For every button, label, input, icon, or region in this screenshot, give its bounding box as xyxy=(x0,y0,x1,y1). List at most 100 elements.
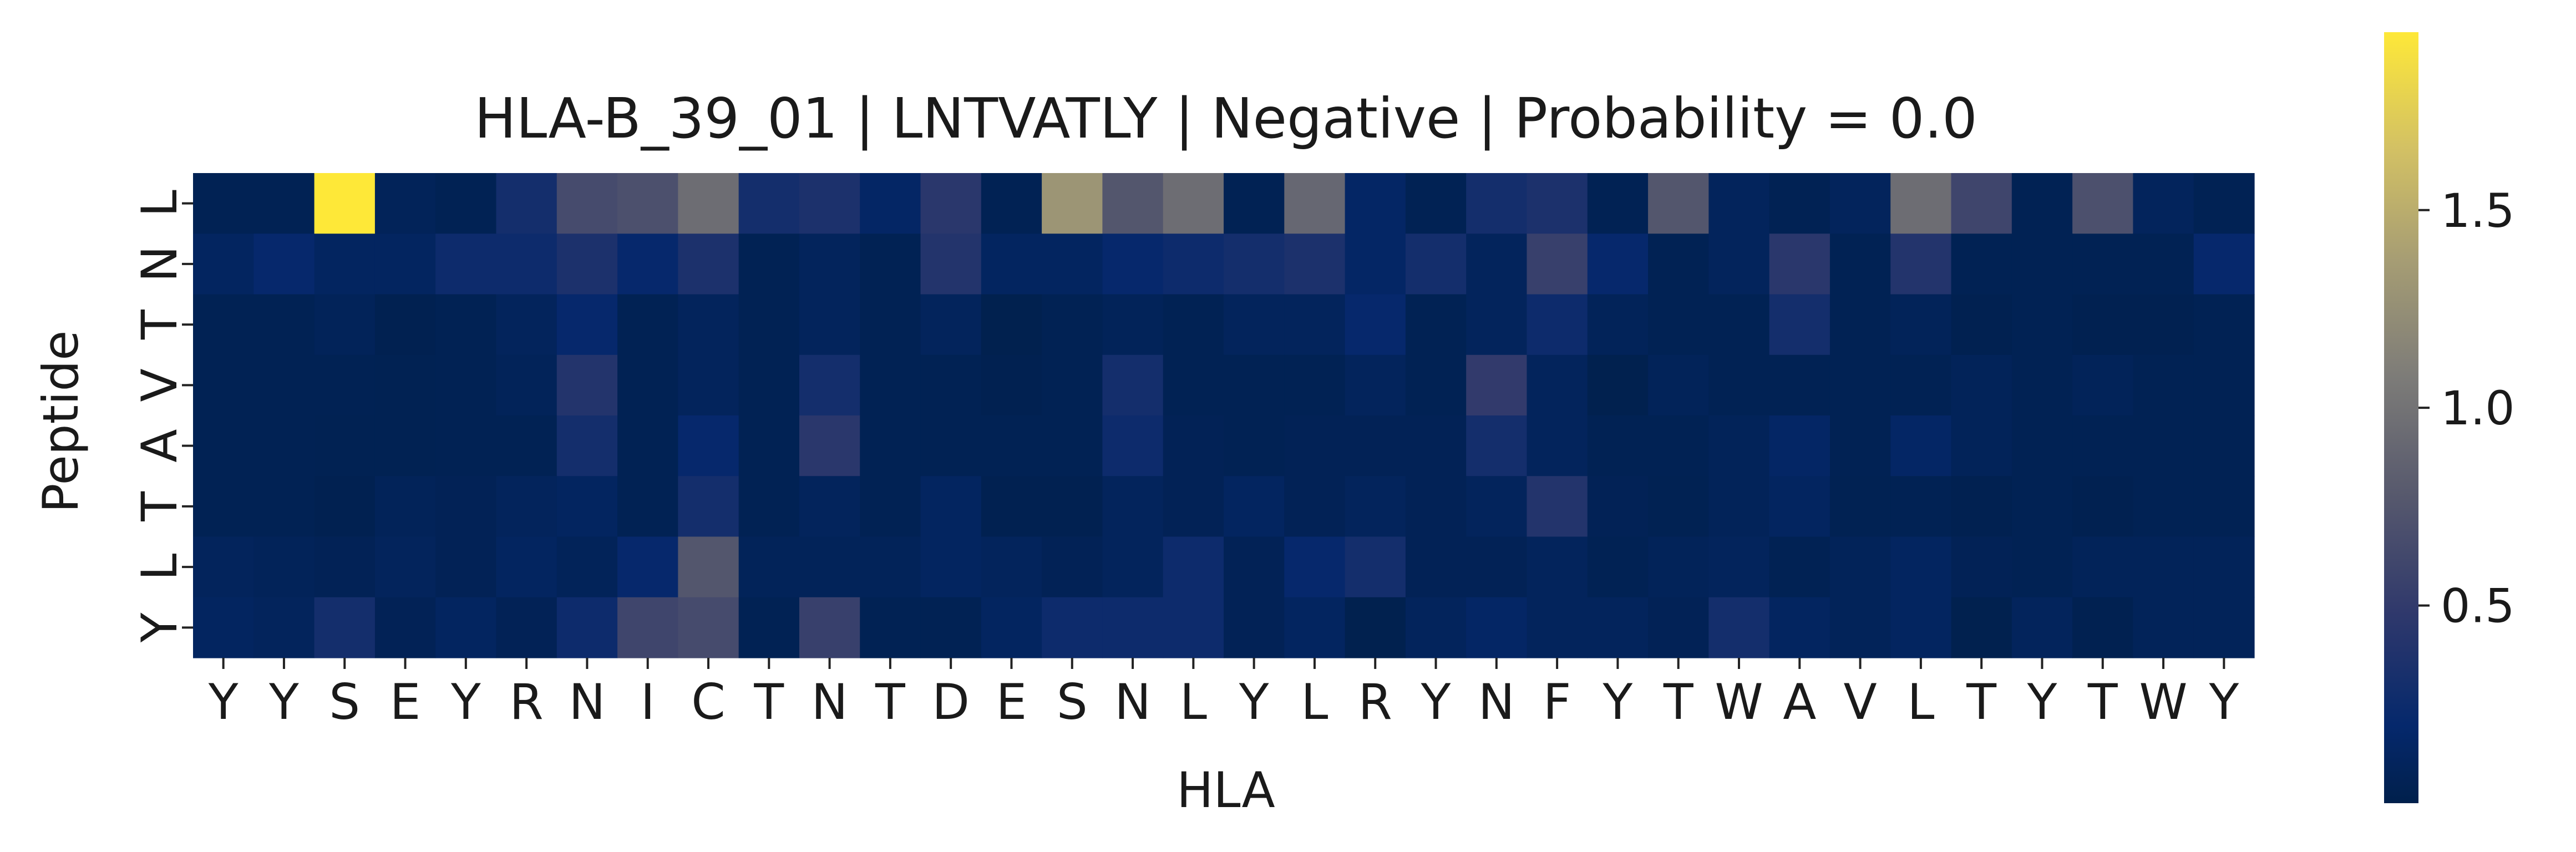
heatmap-cell xyxy=(1466,294,1528,356)
heatmap-cell xyxy=(1102,476,1164,537)
heatmap-cell xyxy=(1829,354,1891,416)
heatmap-cell xyxy=(1163,354,1224,416)
heatmap-cell xyxy=(253,173,315,234)
heatmap-cell xyxy=(1527,536,1588,598)
heatmap-cell xyxy=(981,173,1042,234)
heatmap-cell xyxy=(1405,173,1467,234)
heatmap-cell xyxy=(1769,415,1830,476)
heatmap-cell xyxy=(1587,536,1649,598)
heatmap-cell xyxy=(1890,536,1952,598)
heatmap-cell xyxy=(738,415,800,476)
heatmap-cell xyxy=(1163,415,1224,476)
y-tick-label: T xyxy=(131,309,188,340)
heatmap-cell xyxy=(2133,294,2194,356)
heatmap-cell xyxy=(1648,476,1709,537)
heatmap-cell xyxy=(1102,234,1164,295)
heatmap-cell xyxy=(2193,476,2255,537)
heatmap-cell xyxy=(496,415,557,476)
heatmap-cell xyxy=(678,354,739,416)
heatmap-cell xyxy=(1648,294,1709,356)
heatmap-cell xyxy=(1648,536,1709,598)
heatmap-cell xyxy=(1042,536,1103,598)
colorbar xyxy=(2384,32,2418,803)
heatmap-cell xyxy=(1648,415,1709,476)
y-axis-label: Peptide xyxy=(32,331,89,513)
heatmap-cell xyxy=(2011,536,2073,598)
heatmap-cell xyxy=(1405,234,1467,295)
heatmap-cell xyxy=(860,354,921,416)
heatmap-cell xyxy=(1466,354,1528,416)
heatmap-cell xyxy=(1224,536,1285,598)
heatmap-cell xyxy=(1951,354,2012,416)
x-tick-label: V xyxy=(1843,673,1877,731)
heatmap-cell xyxy=(1405,476,1467,537)
x-tick-label: N xyxy=(1114,673,1151,731)
heatmap-cell xyxy=(1163,294,1224,356)
heatmap-cell xyxy=(1466,173,1528,234)
heatmap-cell xyxy=(799,597,860,658)
heatmap-cell xyxy=(617,234,678,295)
heatmap-cell xyxy=(2072,415,2134,476)
heatmap-cell xyxy=(556,234,618,295)
colorbar-tick-label: 0.5 xyxy=(2441,579,2515,633)
heatmap-cell xyxy=(2072,234,2134,295)
heatmap-cell xyxy=(678,173,739,234)
x-tick-label: L xyxy=(1301,673,1328,731)
heatmap-cell xyxy=(1102,536,1164,598)
heatmap-cell xyxy=(1769,536,1830,598)
heatmap-cell xyxy=(1224,234,1285,295)
heatmap-cell xyxy=(253,536,315,598)
heatmap-cell xyxy=(556,354,618,416)
heatmap-cell xyxy=(1163,597,1224,658)
heatmap-cell xyxy=(1769,354,1830,416)
heatmap-cell xyxy=(1951,415,2012,476)
heatmap-cell xyxy=(1345,234,1406,295)
heatmap-cell xyxy=(1951,476,2012,537)
heatmap-cell xyxy=(738,294,800,356)
heatmap-cell xyxy=(314,536,376,598)
x-tick-label: D xyxy=(932,673,970,731)
heatmap-cell xyxy=(981,476,1042,537)
x-tick-label: N xyxy=(812,673,848,731)
x-tick-label: T xyxy=(1663,673,1694,731)
heatmap-cell xyxy=(314,354,376,416)
heatmap-cell xyxy=(617,415,678,476)
heatmap-cell xyxy=(1829,173,1891,234)
heatmap-cell xyxy=(1769,597,1830,658)
heatmap-cell xyxy=(496,597,557,658)
heatmap-cell xyxy=(496,234,557,295)
heatmap-cell xyxy=(556,415,618,476)
heatmap-cell xyxy=(2193,354,2255,416)
heatmap-cell xyxy=(1102,415,1164,476)
heatmap-cell xyxy=(1102,173,1164,234)
heatmap-cell xyxy=(2011,234,2073,295)
heatmap-cell xyxy=(2193,536,2255,598)
heatmap-cell xyxy=(1890,234,1952,295)
heatmap-cell xyxy=(2193,294,2255,356)
heatmap-cell xyxy=(1890,294,1952,356)
colorbar-ticks: 0.5 1.0 1.5 xyxy=(2418,184,2515,633)
heatmap-cell xyxy=(738,354,800,416)
x-tick-label: Y xyxy=(1421,673,1451,731)
heatmap-cell xyxy=(1042,294,1103,356)
heatmap-cell xyxy=(435,415,497,476)
heatmap-cell xyxy=(314,597,376,658)
heatmap-cell xyxy=(374,354,436,416)
heatmap-cell xyxy=(981,597,1042,658)
heatmap-cell xyxy=(1345,476,1406,537)
heatmap-cell xyxy=(374,173,436,234)
heatmap-cell xyxy=(1224,597,1285,658)
heatmap-cell xyxy=(1708,476,1770,537)
heatmap-cell xyxy=(1890,415,1952,476)
x-tick-label: Y xyxy=(1603,673,1633,731)
heatmap-cell xyxy=(860,597,921,658)
heatmap-cell xyxy=(253,415,315,476)
heatmap-cell xyxy=(1405,415,1467,476)
heatmap-cell xyxy=(1224,354,1285,416)
heatmap-cell xyxy=(1102,597,1164,658)
heatmap-cell xyxy=(435,597,497,658)
heatmap-cell xyxy=(1345,415,1406,476)
heatmap-cell xyxy=(193,415,254,476)
